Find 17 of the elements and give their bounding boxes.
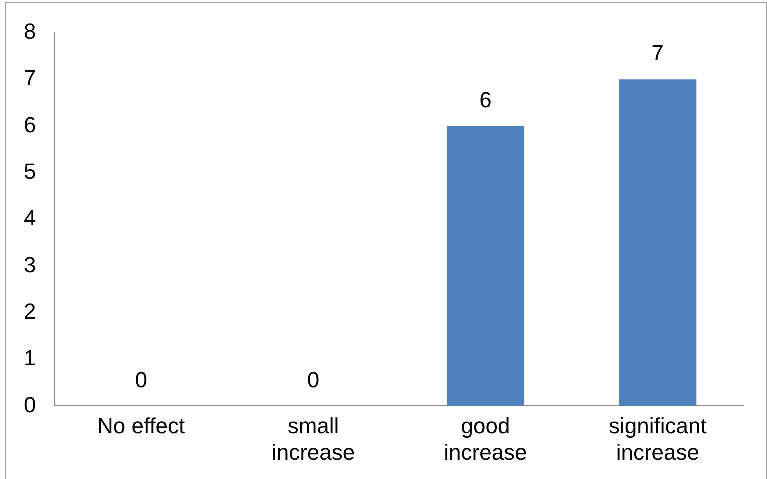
x-tick-label: good increase (444, 413, 528, 465)
y-tick-label: 3 (24, 252, 36, 278)
data-label: 6 (480, 87, 492, 112)
x-tick-label: No effect (98, 413, 186, 438)
y-tick-label: 8 (24, 19, 36, 44)
y-tick-label: 7 (24, 66, 36, 91)
data-label: 7 (652, 40, 664, 66)
data-label: 0 (307, 367, 320, 392)
y-tick-label: 5 (24, 159, 36, 184)
y-tick-label: 0 (24, 392, 36, 418)
x-tick-label: small increase (272, 413, 356, 465)
data-label: 0 (135, 367, 148, 392)
y-tick-label: 6 (24, 112, 36, 138)
y-tick-label: 2 (24, 298, 36, 324)
y-tick-label: 4 (24, 206, 36, 231)
x-tick-label: significant increase (608, 413, 707, 465)
y-tick-label: 1 (24, 346, 36, 371)
